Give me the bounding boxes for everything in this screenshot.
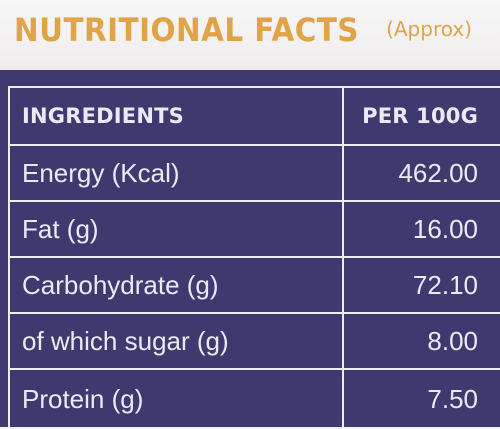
header-per-100g: PER 100G <box>362 104 478 128</box>
header-ingredients: INGREDIENTS <box>22 104 184 128</box>
row-label-carbohydrate: Carbohydrate (g) <box>22 269 219 300</box>
column-divider <box>342 146 344 200</box>
row-label-fat: Fat (g) <box>22 213 99 244</box>
nutrition-table: INGREDIENTS PER 100G Energy (Kcal) 462.0… <box>8 86 500 429</box>
nutrition-title: NUTRITIONAL FACTS (Approx) <box>14 14 472 46</box>
title-main-text: NUTRITIONAL FACTS <box>14 11 359 49</box>
row-value-energy: 462.00 <box>398 157 478 188</box>
table-row: Carbohydrate (g) 72.10 <box>10 258 500 314</box>
table-row: Fat (g) 16.00 <box>10 202 500 258</box>
row-label-energy: Energy (Kcal) <box>22 157 180 188</box>
label-header: NUTRITIONAL FACTS (Approx) <box>0 0 500 70</box>
column-divider <box>342 88 344 144</box>
table-row: Protein (g) 7.50 <box>10 370 500 429</box>
column-divider <box>342 314 344 368</box>
row-value-carbohydrate: 72.10 <box>412 269 478 300</box>
column-divider <box>342 258 344 312</box>
column-divider <box>342 370 344 429</box>
row-value-protein: 7.50 <box>427 384 478 414</box>
row-label-sugar: of which sugar (g) <box>22 325 229 356</box>
table-row: Energy (Kcal) 462.00 <box>10 146 500 202</box>
row-value-fat: 16.00 <box>412 213 478 244</box>
row-label-protein: Protein (g) <box>22 384 144 414</box>
nutrition-panel <box>0 70 500 427</box>
row-value-sugar: 8.00 <box>427 325 478 356</box>
table-row: of which sugar (g) 8.00 <box>10 314 500 370</box>
title-qualifier-text: (Approx) <box>386 17 472 41</box>
table-header-row: INGREDIENTS PER 100G <box>10 88 500 146</box>
column-divider <box>342 202 344 256</box>
